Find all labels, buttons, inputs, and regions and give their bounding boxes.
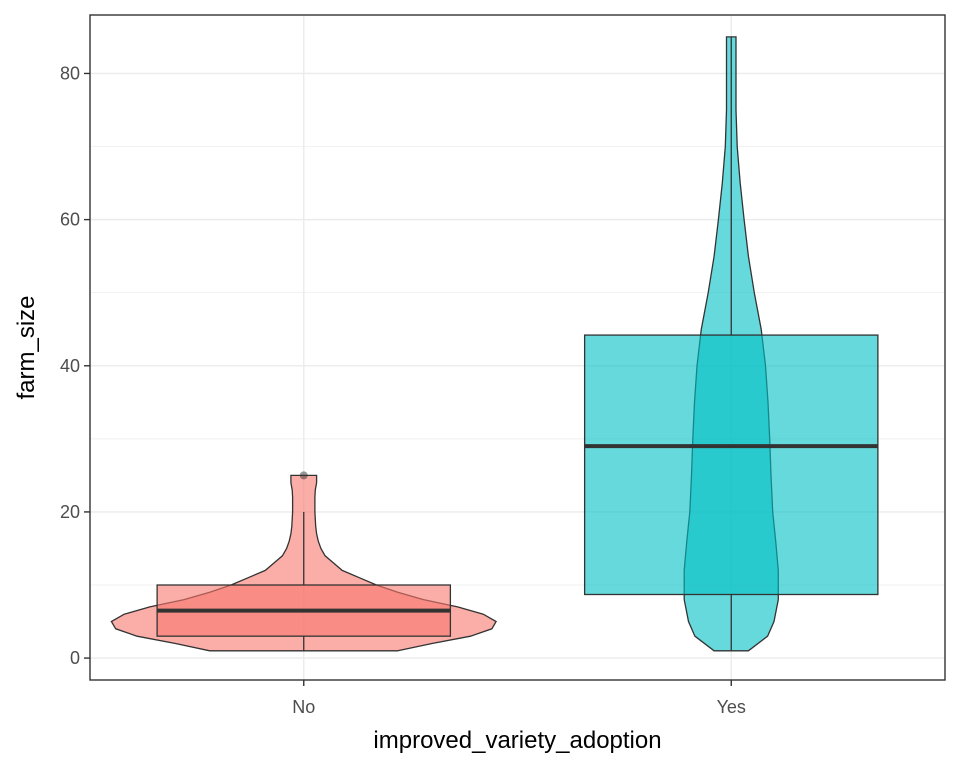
outlier-point bbox=[299, 471, 308, 480]
y-tick-label: 0 bbox=[70, 648, 80, 668]
y-tick-label: 80 bbox=[60, 63, 80, 83]
x-tick-label: Yes bbox=[717, 697, 746, 717]
panel-border bbox=[89, 14, 946, 681]
y-axis-title: farm_size bbox=[13, 295, 40, 399]
x-tick-label: No bbox=[292, 697, 315, 717]
boxplots bbox=[156, 36, 879, 651]
box-yes bbox=[583, 334, 879, 596]
y-tick-label: 20 bbox=[60, 502, 80, 522]
x-axis-title: improved_variety_adoption bbox=[373, 727, 661, 754]
y-tick-label: 40 bbox=[60, 356, 80, 376]
x-axis: No Yes bbox=[292, 680, 746, 717]
y-axis: 0 20 40 60 80 bbox=[60, 63, 90, 668]
y-tick-label: 60 bbox=[60, 210, 80, 230]
